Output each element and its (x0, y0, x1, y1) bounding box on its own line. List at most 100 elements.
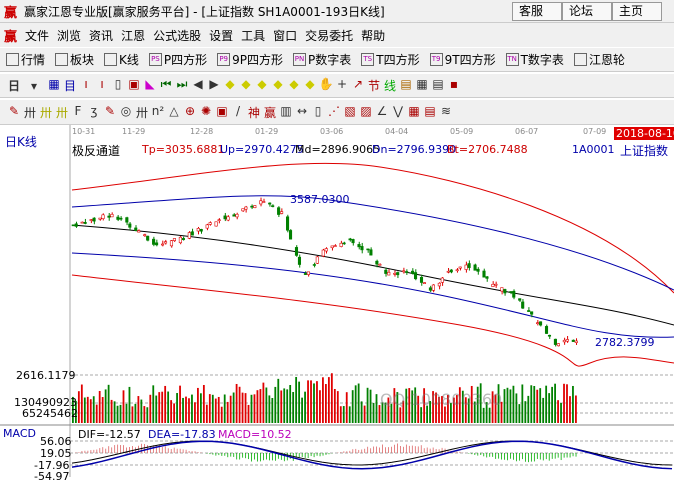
save-icon[interactable]: ▪ (449, 77, 459, 91)
grid4-icon[interactable]: ▤ (424, 103, 436, 118)
self-icon[interactable]: 目 (63, 79, 76, 93)
watermark: QQ:100800360 (380, 390, 503, 409)
home-button[interactable]: 主页 (612, 2, 662, 21)
toolbar-button[interactable]: 板块 (55, 51, 94, 68)
line-icon[interactable]: ↗ (352, 77, 364, 91)
flag-icon[interactable]: ◣ (145, 77, 155, 91)
toolbar-button[interactable]: 江恩轮 (573, 51, 625, 68)
fib-icon[interactable]: F (74, 103, 82, 118)
menu-item[interactable]: 工具 (241, 28, 266, 43)
spiral-icon[interactable]: ʒ (90, 103, 98, 118)
candle-body (137, 230, 141, 233)
chart3-icon[interactable]: ı (84, 77, 88, 91)
slash-icon[interactable]: / (235, 103, 241, 118)
grid2-icon[interactable]: 卅 (135, 105, 148, 120)
move4-icon[interactable]: ◆ (273, 77, 283, 91)
width-icon[interactable]: ↔ (296, 103, 308, 118)
toolbar-button[interactable]: K线 (104, 51, 139, 68)
grid3-icon[interactable]: ▦ (408, 103, 420, 118)
candle-body (259, 200, 263, 205)
node-icon[interactable]: 节 (367, 79, 380, 93)
pen-icon[interactable]: ✎ (8, 103, 20, 118)
date-tick: 12-28 (190, 127, 214, 136)
toolbar-button[interactable]: PS P四方形 (148, 51, 207, 68)
volume-bar (131, 406, 134, 423)
radial-icon[interactable]: ✺ (200, 103, 212, 118)
toolbar-button[interactable]: T9 9T四方形 (429, 51, 496, 68)
chart9-icon[interactable]: ı (100, 77, 104, 91)
gold1-icon[interactable]: 卅 (39, 105, 52, 120)
service-button[interactable]: 客服 (512, 2, 562, 21)
volume-bar (521, 384, 524, 423)
shen-icon[interactable]: 神 (247, 105, 260, 120)
toolbar-button-label: 江恩轮 (588, 53, 625, 67)
forum-button[interactable]: 论坛 (562, 2, 612, 21)
menu-item[interactable]: 帮助 (361, 28, 386, 43)
menu-item[interactable]: 江恩 (121, 28, 146, 43)
volume-bar (191, 394, 193, 423)
menu-item[interactable]: 浏览 (57, 28, 82, 43)
triangle-icon[interactable]: △ (169, 103, 179, 118)
volume-bar (137, 396, 140, 423)
volume-bar (506, 387, 509, 423)
hand-icon[interactable]: ✋ (318, 77, 334, 91)
vee-icon[interactable]: ⋁ (393, 103, 403, 118)
candle-type-icon[interactable]: ▯ (114, 77, 122, 91)
move5-icon[interactable]: ◆ (289, 77, 299, 91)
window-icon[interactable]: ▦ (48, 77, 60, 91)
menu-item[interactable]: 资讯 (89, 28, 114, 43)
parallel-icon[interactable]: ≋ (440, 103, 452, 118)
fanbox2-icon[interactable]: ▨ (360, 103, 372, 118)
candle-body (556, 343, 560, 347)
last-icon[interactable]: ⏭ (176, 77, 188, 91)
volume-bar (518, 404, 521, 423)
fanbox-icon[interactable]: ▧ (344, 103, 356, 118)
move2-icon[interactable]: ◆ (241, 77, 251, 91)
target-icon[interactable]: ⊕ (184, 103, 196, 118)
period-select[interactable]: 日 (7, 79, 20, 93)
table-icon[interactable]: ▥ (280, 103, 292, 118)
kline-chart[interactable] (0, 125, 674, 477)
first-icon[interactable]: ⏮ (160, 77, 172, 91)
frame-icon[interactable]: ▯ (314, 103, 322, 118)
menu-item[interactable]: 文件 (25, 28, 50, 43)
candle-body (467, 263, 471, 268)
candle-body (333, 245, 337, 247)
right-icon[interactable]: ▶ (209, 77, 219, 91)
fan-icon[interactable]: ⋰ (328, 103, 340, 118)
candle-body (110, 213, 114, 218)
menu-item[interactable]: 窗口 (273, 28, 298, 43)
pen2-icon[interactable]: ✎ (104, 103, 116, 118)
notes-icon[interactable]: ▤ (432, 77, 444, 91)
toolbar-button[interactable]: TS T四方形 (361, 51, 420, 68)
chart-area[interactable]: 日K线 10-31 11-29 12-28 01-29 03-06 04-04 05-09 0… (0, 125, 674, 483)
candle-body (500, 287, 504, 292)
toolbar-button[interactable]: P9 9P四方形 (217, 51, 283, 68)
menu-item[interactable]: 交易委托 (305, 28, 354, 43)
square-icon[interactable]: n² (151, 103, 165, 118)
menu-item[interactable]: 设置 (209, 28, 234, 43)
toolbar-button[interactable]: 行情 (6, 51, 45, 68)
box-icon[interactable]: ▣ (216, 103, 228, 118)
level-icon[interactable]: ▣ (128, 77, 140, 91)
volume-bar (274, 386, 277, 423)
move3-icon[interactable]: ◆ (257, 77, 267, 91)
gold2-icon[interactable]: 卅 (55, 105, 68, 120)
move6-icon[interactable]: ◆ (305, 77, 315, 91)
ying-icon[interactable]: 赢 (263, 105, 276, 120)
left-icon[interactable]: ◀ (193, 77, 203, 91)
toolbar-button[interactable]: PN P数字表 (293, 51, 351, 68)
crosshair-icon[interactable]: + (336, 77, 348, 91)
candle-body (277, 207, 281, 215)
trend-icon[interactable]: 线 (383, 79, 396, 93)
volume-bar (280, 390, 283, 423)
circle-icon[interactable]: ◎ (120, 103, 132, 118)
grid1-icon[interactable]: 卅 (23, 105, 36, 120)
volume-bar (560, 402, 562, 423)
calendar-icon[interactable]: ▤ (400, 77, 412, 91)
move1-icon[interactable]: ◆ (225, 77, 235, 91)
angle-icon[interactable]: ∠ (376, 103, 388, 118)
menu-item[interactable]: 公式选股 (153, 28, 202, 43)
calculator-icon[interactable]: ▦ (416, 77, 428, 91)
toolbar-button[interactable]: TN T数字表 (505, 51, 564, 68)
